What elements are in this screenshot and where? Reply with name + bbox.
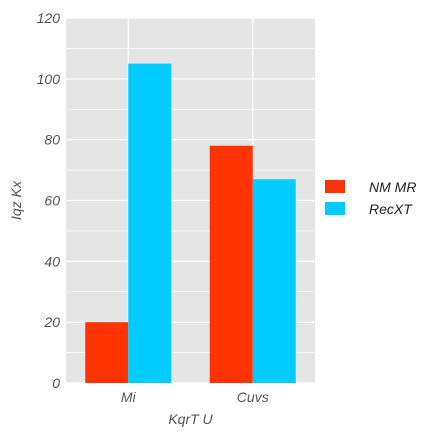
y-tick-label: 40 [44,253,60,269]
bars [85,63,296,383]
bar-nm-mr-mi [85,322,129,383]
y-tick-label: 60 [44,193,60,209]
legend-swatch-recxt [325,202,345,215]
y-tick-label: 80 [44,132,60,148]
y-tick-label: 120 [37,10,61,26]
legend-label-nm-mr: NM MR [369,179,416,195]
y-tick-label: 100 [37,71,61,87]
y-tick-label: 0 [52,375,60,391]
y-tick-label: 20 [43,314,60,330]
legend: NM MR RecXT [325,179,416,217]
bar-nm-mr-cuvs [209,145,253,383]
y-axis-label: Iqz Kx [8,180,24,220]
x-axis-ticks: Mi Cuvs [121,389,269,405]
y-axis-ticks: 0 20 40 60 80 100 120 [37,10,61,391]
bar-recxt-cuvs [252,179,296,383]
legend-swatch-nm-mr [325,180,345,193]
legend-label-recxt: RecXT [369,201,413,217]
x-tick-label: Cuvs [237,389,269,405]
x-axis-label: KqrT U [168,411,213,427]
x-tick-label: Mi [121,389,137,405]
bar-recxt-mi [128,63,172,383]
